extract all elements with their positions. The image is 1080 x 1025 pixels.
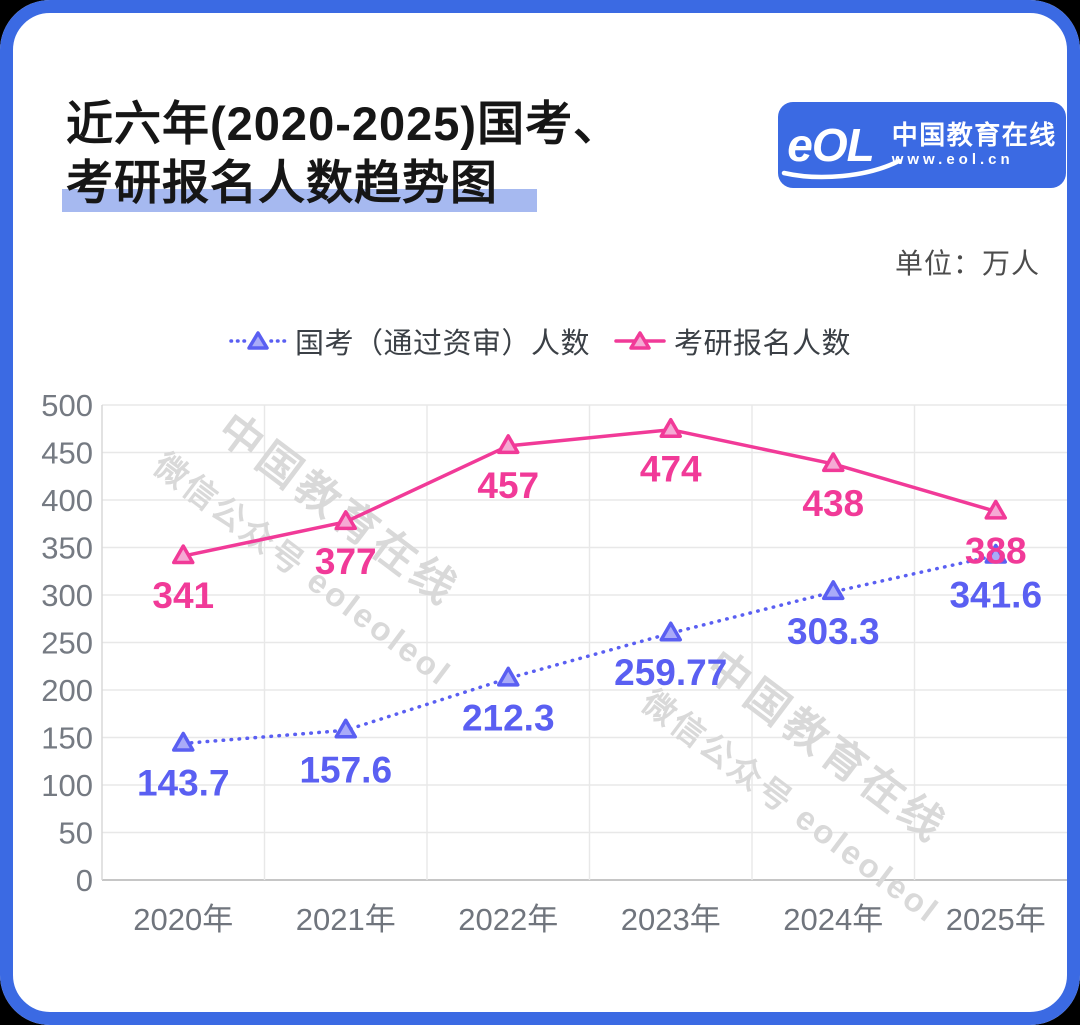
data-point-label: 388 [965,530,1027,571]
triangle-marker-icon [659,621,682,642]
trend-chart: 0 50 100 150 200 250 300 350 400 450 500 中国教育在线微信公众… [41,388,1078,937]
data-point-label: 259.77 [614,652,727,693]
title-highlight-bar [62,189,537,212]
y-axis-tick-label: 300 [41,578,93,613]
triangle-marker-icon [334,510,357,531]
chart-legend: 国考（通过资审）人数 考研报名人数 [0,320,1080,362]
data-point-label: 303.3 [787,611,880,652]
triangle-marker-icon [172,731,195,752]
series-line-guokao [181,553,998,746]
logo-url: www.eol.cn [891,151,1014,169]
logo-swoosh-icon [782,158,902,180]
data-point-label: 474 [640,449,702,490]
logo-name: 中国教育在线 [891,120,1057,151]
eol-logo: eOL 中国教育在线 www.eol.cn [778,102,1066,188]
data-point-label: 377 [315,541,377,582]
triangle-marker-icon [497,434,520,455]
data-point-label: 438 [802,483,864,524]
triangle-marker-icon [822,452,845,473]
triangle-marker-icon [334,718,357,739]
data-point-label: 341 [152,575,214,616]
legend-label-guokao: 国考（通过资审）人数 [294,328,590,360]
legend-item-guokao: 国考（通过资审）人数 [229,320,590,362]
x-axis-tick-label: 2023年 [621,902,721,937]
triangle-marker-icon [172,544,195,565]
x-axis-tick-label: 2022年 [458,902,558,937]
triangle-marker-icon [659,417,682,438]
y-axis-tick-label: 500 [41,388,93,423]
legend-marker-solid-triangle-icon [614,331,666,350]
unit-label: 单位：万人 [894,248,1040,279]
data-point-label: 341.6 [949,574,1042,615]
title-line-2: 考研报名人数趋势图 [62,153,537,212]
data-point-label: 212.3 [462,697,555,738]
x-axis-tick-label: 2024年 [783,902,883,937]
y-axis-tick-label: 200 [41,673,93,708]
triangle-marker-icon [497,666,520,687]
y-axis-tick-label: 150 [41,721,93,756]
y-axis-tick-label: 350 [41,531,93,566]
data-point-label: 457 [477,465,539,506]
title-line-1: 近六年(2020-2025)国考、 [66,97,622,150]
page-title: 近六年(2020-2025)国考、 考研报名人数趋势图 [62,94,622,212]
legend-label-kaoyan: 考研报名人数 [674,328,852,360]
x-axis-tick-label: 2020年 [133,902,233,937]
data-point-label: 157.6 [299,749,392,790]
triangle-marker-icon [984,499,1007,520]
x-axis-tick-label: 2025年 [946,902,1046,937]
triangle-marker-icon [984,543,1007,564]
eol-logo-mark-icon: eOL [782,118,902,180]
triangle-marker-icon [822,580,845,601]
y-axis-tick-label: 100 [41,768,93,803]
y-axis-tick-label: 400 [41,483,93,518]
series-line-kaoyan [181,427,998,558]
y-axis-tick-label: 50 [59,816,93,851]
legend-marker-dotted-triangle-icon [229,331,287,350]
y-axis-tick-label: 0 [76,863,93,898]
legend-item-kaoyan: 考研报名人数 [614,320,851,362]
y-axis-tick-label: 450 [41,436,93,471]
logo-text: 中国教育在线 www.eol.cn [891,120,1057,169]
data-point-label: 143.7 [137,762,230,803]
x-axis-tick-label: 2021年 [296,902,396,937]
y-axis-tick-label: 250 [41,626,93,661]
